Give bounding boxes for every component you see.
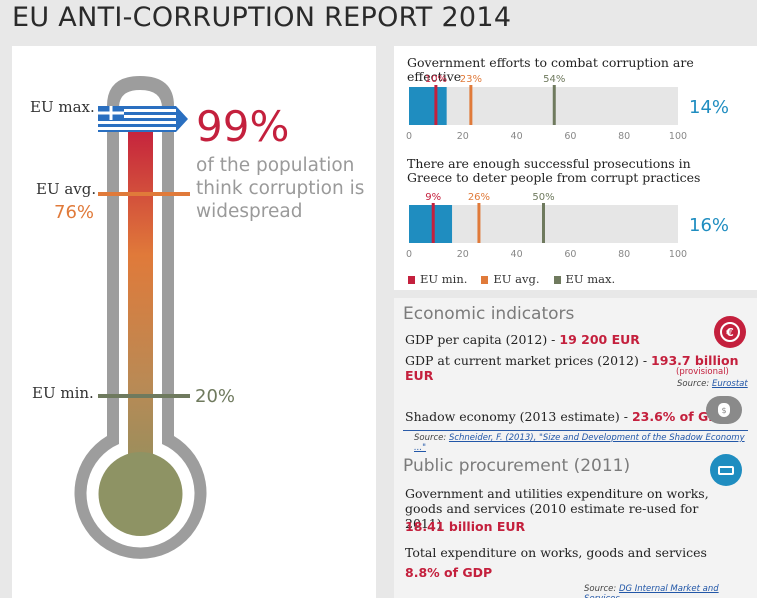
procurement-title: Public procurement (2011) <box>403 456 631 476</box>
tick-label: 0 <box>406 249 412 260</box>
gdp-capita-row: GDP per capita (2012) - 19 200 EUR <box>405 332 640 347</box>
marker-euavg <box>477 203 481 243</box>
source-eurostat: Source: Eurostat <box>677 379 748 389</box>
procurement-hand-icon <box>710 454 742 486</box>
marker-label: 54% <box>543 74 565 85</box>
eu-max-label: EU max. <box>30 98 95 116</box>
euro-icon: € <box>714 316 746 348</box>
tick-label: 40 <box>511 249 523 260</box>
money-bag-icon: $ <box>706 396 742 424</box>
tick-label: 100 <box>669 249 687 260</box>
thermometer-mercury <box>128 126 153 496</box>
country-value-label: 14% <box>689 97 729 118</box>
tick-label: 40 <box>511 131 523 142</box>
chart-track <box>409 87 678 125</box>
eu-min-value: 20% <box>195 386 236 407</box>
survey-charts-panel: Government efforts to combat corruption … <box>394 46 757 290</box>
country-percentage: 99% <box>196 102 290 151</box>
thermometer-bulb <box>98 452 183 536</box>
tick-label: 60 <box>564 249 576 260</box>
gdp-market-row: GDP at current market prices (2012) - 19… <box>405 353 739 383</box>
eu-avg-label: EU avg. <box>36 180 97 198</box>
legend-item-min: EU min. <box>408 272 467 286</box>
total-expenditure-value: 8.8% of GDP <box>405 565 493 580</box>
legend-item-avg: EU avg. <box>481 272 540 286</box>
marker-eumax <box>542 203 545 243</box>
chart2: 9% 26% 50% 0 20 40 60 80 100 16% <box>406 192 729 260</box>
source-dg-internal: Source: DG Internal Market and Services <box>584 584 757 598</box>
tick-label: 80 <box>618 131 630 142</box>
divider <box>403 430 748 431</box>
source-schneider: Source: Schneider, F. (2013), "Size and … <box>414 433 745 453</box>
marker-eumax <box>552 85 556 125</box>
marker-label: 9% <box>425 192 441 203</box>
tick-label: 80 <box>618 249 630 260</box>
marker-label: 10% <box>425 74 447 85</box>
marker-eumin <box>431 203 435 243</box>
economic-panel: Economic indicators € GDP per capita (20… <box>394 298 757 598</box>
chart1-title: Government efforts to combat corruption … <box>407 55 694 84</box>
total-expenditure-label: Total expenditure on works, goods and se… <box>405 545 707 560</box>
economic-title: Economic indicators <box>403 304 575 324</box>
tick-label: 20 <box>457 249 469 260</box>
schneider-link[interactable]: Schneider, F. (2013), "Size and Developm… <box>414 433 745 453</box>
chart2-title: There are enough successful prosecutions… <box>407 156 701 185</box>
marker-eumin <box>434 85 438 125</box>
legend-item-max: EU max. <box>553 272 615 286</box>
tick-label: 20 <box>457 131 469 142</box>
chart1: 10% 23% 54% 0 20 40 60 80 100 14% <box>406 74 729 142</box>
shadow-economy-row: Shadow economy (2013 estimate) - 23.6% o… <box>405 409 728 424</box>
country-value-label: 16% <box>689 215 729 236</box>
tick-label: 0 <box>406 131 412 142</box>
gov-expenditure-label: Government and utilities expenditure on … <box>405 486 709 531</box>
thermometer-panel: EU max. EU avg. 76% EU min. 20% 99% of t… <box>12 46 376 598</box>
tick-label: 100 <box>669 131 687 142</box>
tick-label: 60 <box>564 131 576 142</box>
marker-euavg <box>469 85 473 125</box>
page-title: EU ANTI-CORRUPTION REPORT 2014 <box>12 2 512 33</box>
dg-internal-link[interactable]: DG Internal Market and Services <box>584 584 719 598</box>
gov-expenditure-value: 18.41 billion EUR <box>405 519 526 534</box>
country-bar <box>409 87 447 125</box>
thermometer-graphic <box>74 76 207 559</box>
marker-label: 23% <box>460 74 482 85</box>
marker-label: 50% <box>532 192 554 203</box>
country-bar <box>409 205 453 243</box>
eu-min-label: EU min. <box>32 384 94 402</box>
greece-flag-icon <box>98 106 188 132</box>
marker-label: 26% <box>468 192 490 203</box>
eurostat-link[interactable]: Eurostat <box>711 379 748 389</box>
chart-legend: EU min. EU avg. EU max. <box>408 272 615 286</box>
eu-avg-value: 76% <box>54 202 95 223</box>
country-description: of the population think corruption is wi… <box>196 155 365 222</box>
gdp-provisional-note: (provisional) <box>676 367 729 377</box>
